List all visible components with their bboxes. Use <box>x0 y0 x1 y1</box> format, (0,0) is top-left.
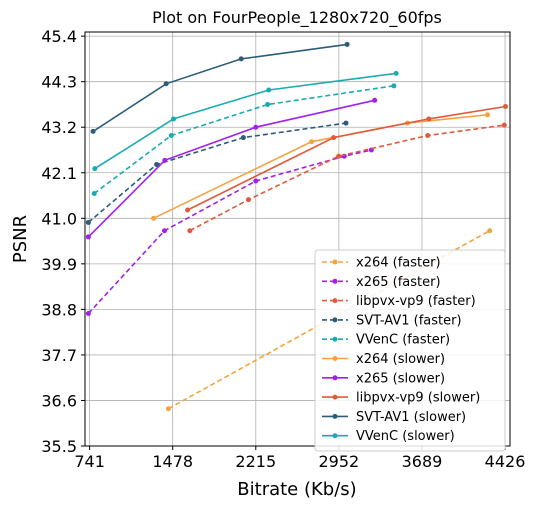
legend-marker <box>332 413 338 419</box>
data-point-vvenc-faster <box>265 101 271 107</box>
y-tick-label: 43.2 <box>41 118 77 137</box>
plot-frame <box>84 31 511 447</box>
data-point-vvenc-slower <box>92 166 98 172</box>
data-point-x265-faster <box>161 228 167 234</box>
series-line-x265-slower <box>87 99 375 238</box>
x-tick-label: 741 <box>74 452 105 471</box>
data-point-vvenc-faster <box>168 133 174 138</box>
legend-entry: VVenC (slower) <box>356 429 455 444</box>
y-tick-label: 38.8 <box>41 300 77 319</box>
data-point-x265-slower <box>85 234 91 240</box>
data-point-libpvx-vp9-slower <box>331 135 337 141</box>
data-point-x265-slower <box>253 124 259 130</box>
data-point-libpvx-vp9-slower <box>185 207 191 213</box>
y-tick-label: 37.7 <box>41 346 77 365</box>
legend-marker <box>332 375 338 381</box>
legend-entry: libpvx-vp9 (faster) <box>356 294 476 309</box>
data-point-svt-av1-slower <box>163 81 169 87</box>
series-line-libpvx-vp9-slower <box>187 105 506 211</box>
data-point-libpvx-vp9-slower <box>502 104 508 110</box>
y-tick-label: 44.3 <box>41 73 77 92</box>
data-point-x264-slower <box>484 112 490 118</box>
legend-marker <box>332 336 338 342</box>
data-point-vvenc-slower <box>393 70 399 76</box>
legend-marker <box>332 394 338 400</box>
legend-entry: x264 (slower) <box>356 352 445 367</box>
legend-entry: x264 (faster) <box>356 256 441 271</box>
legend-entry: x265 (slower) <box>356 371 445 386</box>
series-line-vvenc-faster <box>93 85 395 195</box>
data-point-x264-slower <box>309 139 315 145</box>
data-point-vvenc-slower <box>266 87 272 93</box>
data-point-x265-slower <box>162 157 168 163</box>
tick-group: 741 1478 2215 2952 3689 4426 35.5 36.6 37.7 38.8 3… <box>41 27 525 471</box>
legend-entry: VVenC (faster) <box>356 333 450 348</box>
data-point-vvenc-faster <box>91 190 97 196</box>
data-point-x265-slower <box>372 97 378 103</box>
legend-marker <box>332 356 338 361</box>
data-point-libpvx-vp9-faster <box>501 122 507 128</box>
legend-marker <box>332 433 338 439</box>
data-point-svt-av1-slower <box>90 128 96 134</box>
data-point-svt-av1-slower <box>344 41 350 47</box>
data-point-svt-av1-slower <box>238 56 244 62</box>
legend-entry: SVT-AV1 (faster) <box>356 313 462 328</box>
y-tick-label: 39.9 <box>41 255 77 274</box>
chart-title: Plot on FourPeople_1280x720_60fps <box>152 8 442 28</box>
series-line-libpvx-vp9-faster <box>189 124 505 232</box>
legend-marker <box>332 259 338 265</box>
data-point-x265-faster <box>85 311 91 317</box>
data-point-vvenc-slower <box>170 116 176 122</box>
legend-marker <box>332 298 338 304</box>
x-tick-label: 1478 <box>152 452 193 471</box>
series-line-svt-av1-faster <box>87 122 347 224</box>
data-point-vvenc-faster <box>391 83 397 89</box>
data-point-svt-av1-faster <box>343 120 349 126</box>
series-line-vvenc-slower <box>94 72 397 170</box>
y-tick-label: 42.1 <box>41 164 77 183</box>
data-point-libpvx-vp9-slower <box>426 116 432 122</box>
x-tick-label: 3689 <box>402 452 443 471</box>
data-point-x264-faster <box>487 228 493 234</box>
data-point-libpvx-vp9-faster <box>336 153 342 159</box>
legend-entry: libpvx-vp9 (slower) <box>356 391 480 406</box>
x-axis-title: Bitrate (Kb/s) <box>237 479 356 500</box>
data-point-svt-av1-faster <box>154 161 160 167</box>
legend: x264 (faster) x265 (faster) libpvx-vp9 (fa… <box>314 249 506 452</box>
y-tick-label: 45.4 <box>41 27 77 46</box>
data-point-svt-av1-faster <box>240 135 246 141</box>
legend-entry: x265 (faster) <box>356 275 441 290</box>
y-tick-label: 41.0 <box>41 209 77 228</box>
x-tick-label: 4426 <box>485 452 526 471</box>
data-point-libpvx-vp9-faster <box>245 197 251 203</box>
legend-marker <box>332 278 338 284</box>
data-point-libpvx-vp9-faster <box>425 133 431 138</box>
legend-entry: SVT-AV1 (slower) <box>356 410 466 425</box>
x-tick-label: 2952 <box>319 452 360 471</box>
data-point-libpvx-vp9-faster <box>187 228 193 234</box>
legend-marker <box>332 317 338 323</box>
y-axis-title: PSNR <box>10 215 31 263</box>
series-line-svt-av1-slower <box>92 43 348 133</box>
y-tick-label: 36.6 <box>41 391 77 410</box>
data-point-x264-faster <box>165 406 171 412</box>
y-tick-label: 35.5 <box>41 437 77 456</box>
data-point-x265-faster <box>253 178 259 184</box>
legend-box <box>314 249 506 452</box>
data-point-svt-av1-faster <box>85 219 91 225</box>
x-tick-label: 2215 <box>235 452 276 471</box>
data-point-x264-slower <box>151 215 157 221</box>
